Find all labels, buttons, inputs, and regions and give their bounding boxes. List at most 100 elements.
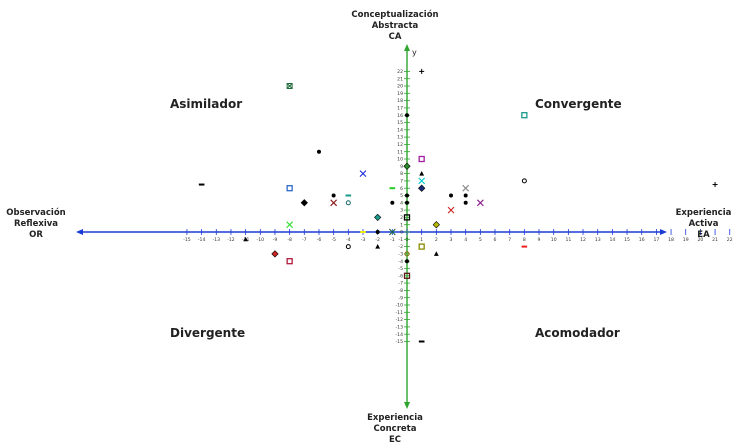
x-tick-label: 10: [551, 237, 557, 243]
x-tick-label: 3: [450, 237, 453, 243]
y-tick-label: 11: [397, 149, 403, 155]
x-tick-label: -9: [273, 237, 278, 243]
y-tick-label: 2: [400, 215, 403, 221]
x-tick-label: 7: [508, 237, 511, 243]
data-point-circle: [345, 200, 351, 206]
x-tick-label: -6: [317, 237, 322, 243]
y-tick-label: -2: [398, 244, 403, 250]
y-tick-label: -6: [398, 273, 403, 279]
data-point-diamond: [418, 184, 426, 192]
y-tick-label: 6: [400, 186, 403, 192]
data-point-triangle: [375, 244, 381, 249]
data-point-diamond: [374, 213, 382, 222]
data-point-x: [418, 177, 426, 185]
data-point-triangle: [433, 251, 439, 256]
data-point-circle: [404, 251, 410, 257]
data-point-circle: [345, 244, 351, 250]
data-point-square: [286, 258, 293, 265]
y-tick-label: 14: [397, 127, 403, 133]
label-top-line-2: Abstracta: [371, 21, 419, 31]
x-tick-label: -2: [375, 237, 380, 243]
y-tick-label: -13: [395, 325, 403, 331]
x-axis-arrow-right: [660, 229, 667, 235]
y-tick-label: -8: [398, 288, 403, 294]
data-point-x: [447, 206, 455, 214]
data-point-dot: [449, 193, 454, 198]
data-point-diamond: [300, 199, 308, 207]
data-point-dot: [405, 113, 409, 118]
label-left-line-3: OR: [29, 230, 43, 240]
x-tick-label: -15: [183, 237, 191, 243]
x-tick-label: 5: [479, 237, 482, 243]
x-tick-label: 2: [435, 237, 438, 243]
y-tick-label: -4: [398, 259, 403, 265]
x-tick-label: 1: [420, 237, 423, 243]
data-point-square: [418, 243, 425, 250]
data-point-x: [286, 221, 294, 229]
data-point-square: [403, 214, 411, 221]
data-point-x: [476, 199, 484, 207]
y-tick-label: 10: [397, 157, 403, 163]
x-tick-label: 9: [538, 237, 541, 243]
y-tick-label: -15: [395, 339, 403, 345]
y-tick-label: -14: [395, 332, 403, 338]
y-tick-label: 20: [397, 84, 403, 90]
data-point-square: [418, 155, 425, 163]
data-point-diamond: [403, 162, 411, 170]
data-point-square: [286, 185, 293, 192]
x-tick-label: 8: [523, 237, 526, 243]
x-tick-label: 11: [565, 237, 571, 243]
label-bottom-line-2: Concreta: [373, 424, 417, 434]
y-tick-label: -1: [398, 237, 403, 243]
x-tick-label: -4: [346, 237, 351, 243]
data-point-dot: [463, 200, 468, 205]
y-tick-label: 4: [400, 200, 403, 206]
x-tick-label: -3: [361, 237, 366, 243]
x-tick-label: 15: [624, 237, 630, 243]
data-point-square: [521, 112, 528, 119]
y-tick-label: 18: [397, 98, 403, 104]
label-left-line-1: Observación: [6, 208, 66, 218]
data-point-triangle: [419, 171, 425, 176]
data-point-dot: [405, 193, 409, 198]
y-tick-label: 8: [400, 171, 403, 177]
data-point-x: [330, 199, 338, 207]
x-tick-label: 14: [609, 237, 615, 243]
y-tick-label: 16: [397, 113, 403, 119]
label-top: Conceptualización Abstracta CA: [330, 10, 460, 43]
y-tick-label: 1: [400, 222, 403, 228]
data-point-plus: [712, 182, 718, 188]
data-point-dot: [463, 193, 468, 198]
data-point-x: [462, 184, 470, 192]
y-tick-label: -5: [398, 266, 403, 272]
label-left: Observación Reflexiva OR: [0, 208, 72, 241]
data-point-dot: [316, 149, 321, 154]
label-right-line-2: Activa: [688, 219, 719, 229]
data-point-dot: [375, 230, 380, 234]
label-right: Experiencia Activa EA: [670, 208, 737, 241]
x-tick-label: 21: [712, 237, 718, 243]
y-tick-label: 3: [400, 208, 403, 214]
y-tick-label: 7: [400, 179, 403, 185]
x-tick-label: 19: [683, 237, 689, 243]
quadrant-bottom-left: Divergente: [170, 326, 246, 340]
y-tick-label: 17: [397, 106, 403, 112]
y-tick-label: 0: [400, 230, 403, 236]
label-right-line-1: Experiencia: [675, 208, 732, 218]
label-right-line-3: EA: [697, 230, 710, 240]
label-bottom: Experiencia Concreta EC: [345, 413, 445, 446]
y-tick-label: -11: [395, 310, 403, 316]
label-left-line-2: Reflexiva: [13, 219, 59, 229]
quadrant-top-left: Asimilador: [170, 97, 243, 111]
x-tick-label: 4: [464, 237, 467, 243]
y-tick-label: -7: [398, 281, 403, 287]
x-tick-label: -8: [287, 237, 292, 243]
y-tick-label: 5: [400, 193, 403, 199]
data-point-circle: [521, 178, 527, 184]
x-tick-label: -13: [213, 237, 221, 243]
x-tick-label: 17: [653, 237, 659, 243]
x-tick-label: 6: [494, 237, 497, 243]
x-tick-label: -5: [331, 237, 336, 243]
data-point-plus: [419, 68, 425, 74]
